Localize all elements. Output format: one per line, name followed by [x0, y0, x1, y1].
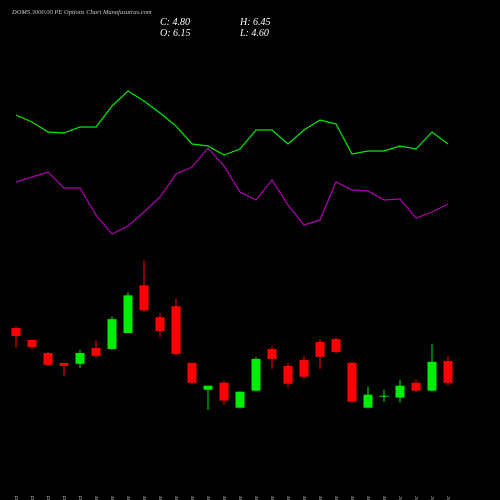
candle-body — [107, 319, 117, 349]
x-tick-label: 13 Nov — [206, 496, 212, 500]
high-label: H: 6.45 — [239, 17, 271, 28]
candle-body — [11, 328, 21, 336]
indicator-line — [15, 147, 449, 235]
x-tick-label: 11 Nov — [174, 496, 180, 500]
x-tick-label: 28 Nov — [382, 496, 388, 500]
x-tick-label: 19 Nov — [270, 496, 276, 500]
x-tick-label: 14 Nov — [221, 496, 228, 500]
x-tick-label: 20 Nov — [286, 496, 292, 500]
x-tick-label: 24 Nov — [317, 496, 324, 500]
x-tick-label: 07 Nov — [142, 496, 148, 500]
x-tick-label: 06 Nov — [126, 496, 132, 500]
close-label: C: 4.80 — [160, 17, 190, 28]
candle-body — [283, 365, 293, 384]
candle-body — [443, 360, 453, 383]
candle-body — [379, 395, 389, 397]
candle-body — [75, 352, 85, 364]
candle-body — [251, 358, 261, 391]
candle-body — [427, 361, 437, 391]
x-tick-label: 03 Nov — [94, 496, 100, 500]
x-tick-label: 28 Oct — [30, 496, 36, 500]
candle-body — [139, 285, 149, 311]
x-tick-label: 25 Nov — [334, 496, 340, 500]
low-label: L: 4.60 — [239, 28, 269, 39]
candle-body — [315, 341, 325, 357]
x-tick-label: 21 Nov — [302, 496, 308, 500]
candle-body — [347, 362, 357, 402]
x-tick-label: 01 Dec — [398, 496, 404, 500]
candle-body — [411, 382, 421, 391]
x-tick-label: 02 Dec — [414, 496, 420, 500]
x-tick-label: 29 Oct — [46, 496, 52, 500]
candle-body — [123, 295, 133, 334]
candle-body — [235, 391, 245, 408]
candle-body — [155, 317, 165, 332]
open-label: O: 6.15 — [160, 28, 191, 39]
candle-body — [363, 394, 373, 408]
x-tick-label: 18 Nov — [254, 496, 260, 500]
candle-body — [203, 385, 213, 390]
candle-body — [171, 306, 181, 354]
candle-body — [395, 385, 405, 398]
x-tick-label: 10 Nov — [158, 496, 164, 500]
x-tick-label: 04 Nov — [109, 496, 116, 500]
x-tick-label: 12 Nov — [190, 496, 196, 500]
x-tick-label: 03 Dec — [430, 496, 436, 500]
x-tick-label: 30 Oct — [62, 496, 68, 500]
indicator-line — [15, 90, 449, 156]
candle-body — [91, 347, 101, 356]
x-tick-label: 04 Dec — [445, 496, 452, 500]
x-tick-label: 27 Nov — [366, 496, 372, 500]
candle-body — [59, 362, 69, 366]
candle-body — [267, 348, 277, 359]
candle-body — [187, 362, 197, 383]
x-tick-label: 17 Nov — [238, 496, 244, 500]
candle-body — [331, 339, 341, 352]
candle-body — [27, 340, 37, 347]
candle-body — [299, 359, 309, 377]
x-tick-label: 27 Oct — [14, 496, 20, 500]
x-tick-label: 26 Nov — [350, 496, 356, 500]
chart-title: DOMS 3000.00 PE Options Chart Munafasutr… — [11, 9, 152, 16]
x-tick-label: 31 Oct — [78, 496, 84, 500]
candle-body — [43, 352, 53, 365]
candle-body — [219, 382, 229, 401]
